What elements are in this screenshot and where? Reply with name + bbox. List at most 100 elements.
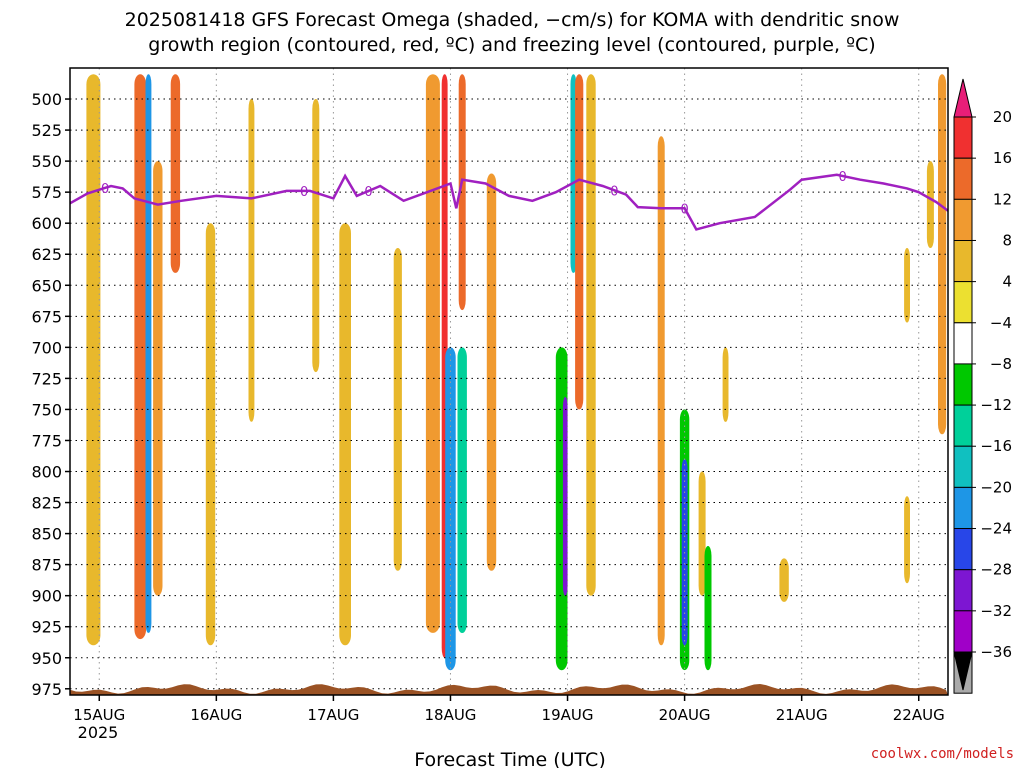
colorbar-tick-label: −20 (980, 478, 1012, 496)
omega-cell (457, 347, 467, 633)
y-tick-label: 600 (31, 214, 62, 233)
y-tick-label: 525 (31, 121, 62, 140)
x-axis: 15AUG 16AUG 17AUG 18AUG 19AUG 20AUG 21AUG 22AUG (73, 695, 945, 724)
colorbar-tick-label: 8 (1002, 231, 1012, 249)
plot-area: 0 0 0 0 0 0 (69, 67, 949, 696)
colorbar-swatch (953, 281, 973, 324)
omega-cell (486, 173, 497, 571)
x-tick-label: 20AUG (659, 706, 711, 724)
colorbar-swatch (953, 322, 973, 365)
colorbar-tick-label: 4 (1002, 273, 1012, 291)
freezing-level-label: 0 (680, 202, 688, 217)
colorbar-arrow-top (953, 78, 973, 118)
colorbar-tick-label: −28 (980, 561, 1012, 579)
omega-cell (248, 99, 255, 422)
colorbar-tick-label: −16 (980, 437, 1012, 455)
colorbar-tick-label: 20 (993, 108, 1012, 126)
y-tick-label: 725 (31, 369, 62, 388)
y-tick-label: 975 (31, 680, 62, 699)
chart-title-line1: 2025081418 GFS Forecast Omega (shaded, −… (124, 9, 900, 31)
colorbar-swatch (953, 569, 973, 612)
y-tick-label: 925 (31, 618, 62, 637)
y-axis: 500 525 550 575 600 625 650 675 700 725 750 775 800 8… (31, 90, 70, 699)
y-tick-label: 900 (31, 587, 62, 606)
chart-title-line2: growth region (contoured, red, ºC) and f… (148, 34, 876, 56)
colorbar-swatch (953, 610, 973, 653)
freezing-level-label: 0 (610, 184, 618, 199)
omega-cell (698, 285, 706, 484)
omega-cell (506, 74, 512, 273)
colorbar-swatch (953, 445, 973, 488)
omega-field (71, 74, 947, 671)
omega-cell (205, 223, 216, 646)
omega-cell (425, 74, 440, 633)
omega-cell (904, 496, 910, 584)
colorbar-tick-label: −24 (980, 520, 1012, 538)
omega-cell (657, 136, 665, 646)
terrain-fill (70, 684, 948, 695)
x-tick-label: 17AUG (307, 706, 359, 724)
omega-cell (393, 248, 402, 571)
colorbar-tick-label: 16 (993, 149, 1012, 167)
omega-cell (111, 74, 123, 422)
colorbar-tick-label: −12 (980, 396, 1012, 414)
omega-cell (339, 223, 351, 646)
colorbar-swatch (953, 157, 973, 200)
y-tick-label: 550 (31, 152, 62, 171)
y-tick-label: 750 (31, 400, 62, 419)
y-tick-label: 950 (31, 649, 62, 668)
x-tick-label: 21AUG (776, 706, 828, 724)
freezing-level-label: 0 (364, 185, 372, 200)
x-tick-label: 22AUG (893, 706, 945, 724)
omega-cell (722, 347, 729, 422)
omega-cell (938, 74, 947, 435)
omega-cell (153, 161, 163, 596)
y-tick-label: 625 (31, 245, 62, 264)
x-tick-label: 18AUG (424, 706, 476, 724)
freezing-level-layer: 0 0 0 0 0 0 (70, 170, 948, 231)
omega-cell (586, 74, 596, 596)
omega-cell (86, 74, 101, 646)
colorbar-swatch (953, 240, 973, 283)
colorbar-swatch (953, 198, 973, 242)
omega-cell (469, 74, 478, 596)
y-tick-label: 650 (31, 276, 62, 295)
omega-cell (134, 74, 147, 640)
omega-cell (273, 223, 288, 596)
omega-cell (562, 397, 568, 596)
colorbar-tick-label: −4 (990, 314, 1012, 332)
y-tick-label: 675 (31, 307, 62, 326)
omega-cell (170, 74, 181, 273)
omega-cell (181, 74, 193, 621)
omega-cell (575, 74, 584, 410)
colorbar-swatch (953, 404, 973, 447)
colorbar-swatch (953, 363, 973, 406)
plot-frame (69, 67, 949, 696)
freezing-level-label: 0 (838, 170, 846, 185)
colorbar-swatch (953, 528, 973, 571)
x-tick-label: 19AUG (542, 706, 594, 724)
x-tick-label: 15AUG (73, 706, 125, 724)
colorbar-swatch (953, 486, 973, 530)
omega-cell (779, 558, 789, 602)
y-tick-label: 825 (31, 494, 62, 513)
omega-cell (71, 161, 81, 621)
colorbar-tick-label: −36 (980, 643, 1012, 661)
omega-cell (145, 74, 152, 633)
y-tick-label: 500 (31, 90, 62, 109)
y-tick-label: 700 (31, 338, 62, 357)
colorbar-tick-label: 12 (993, 190, 1012, 208)
omega-cell (704, 546, 712, 671)
x-axis-label: Forecast Time (UTC) (414, 749, 605, 768)
colorbar-swatch (953, 116, 973, 159)
freezing-level-line (70, 173, 948, 231)
colorbar: 20 16 12 8 4 −4 −8 −12 −16 −20 −24 −28 −32 −36 (953, 78, 1012, 694)
y-tick-label: 800 (31, 463, 62, 482)
y-tick-label: 850 (31, 525, 62, 544)
x-year-label: 2025 (78, 723, 119, 742)
omega-cell (458, 74, 466, 311)
y-tick-label: 875 (31, 556, 62, 575)
colorbar-arrow-bottom (953, 651, 973, 691)
x-tick-label: 16AUG (190, 706, 242, 724)
